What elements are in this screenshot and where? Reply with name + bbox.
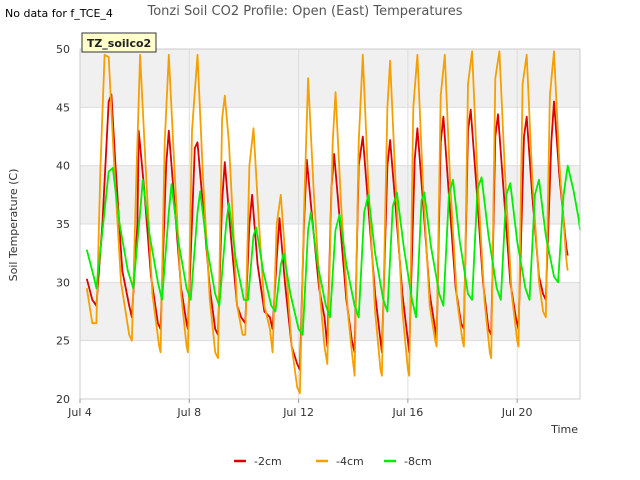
y-tick-label: 35 [56,218,70,231]
badge-box [81,32,157,53]
series-lines [85,50,581,395]
y-tick-label: 45 [56,101,70,114]
series-line-8cmcm [85,164,581,336]
y-axis-label: Soil Temperature (C) [7,169,20,282]
background-band [80,49,580,108]
legend-label: -8cm [404,455,432,468]
y-axis-ticks: 20 25 30 35 40 45 50 [56,43,70,406]
x-axis-label: Time [550,423,578,436]
chart-title: Tonzi Soil CO2 Profile: Open (East) Temp… [146,4,462,19]
background-band [80,107,580,166]
y-tick-label: 50 [56,43,70,56]
y-tick-label: 30 [56,276,70,289]
y-tick-label: 20 [56,393,70,406]
background-band [80,340,580,399]
y-tick-label: 25 [56,335,70,348]
x-tick-label: Jul 16 [391,406,423,419]
badge-text: TZ_soilco2 [87,37,151,50]
legend: -2cm -4cm -8cm [234,455,432,468]
plot-frame [79,48,581,400]
x-tick-label: Jul 8 [176,406,201,419]
badge: TZ_soilco2 [81,32,157,53]
x-tick-label: Jul 20 [501,406,533,419]
y-tick-label: 40 [56,160,70,173]
series-line-4cmcm [85,50,569,395]
x-tick-label: Jul 4 [67,406,92,419]
legend-label: -2cm [254,455,282,468]
no-data-note: No data for f_TCE_4 [5,7,113,20]
legend-label: -4cm [336,455,364,468]
x-tick-label: Jul 12 [282,406,314,419]
x-axis-ticks: Jul 4 Jul 8 Jul 12 Jul 16 Jul 20 [67,399,533,419]
